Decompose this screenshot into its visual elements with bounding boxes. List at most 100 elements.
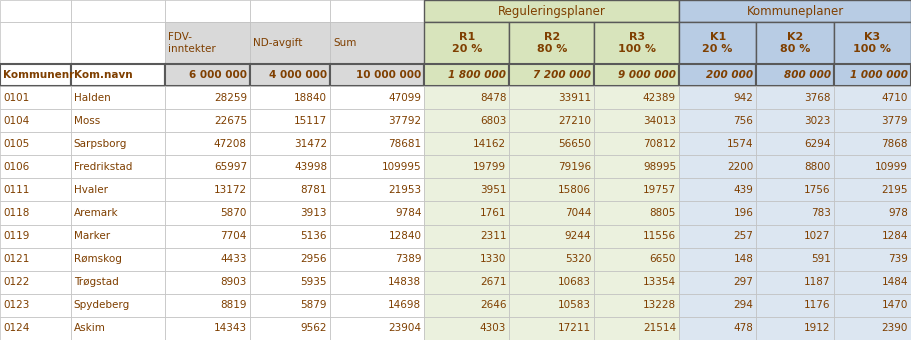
- Bar: [509, 317, 594, 340]
- Text: R3
100 %: R3 100 %: [618, 32, 656, 54]
- Text: 10 000 000: 10 000 000: [356, 70, 422, 80]
- Bar: [71, 271, 165, 294]
- Text: 0122: 0122: [3, 277, 29, 287]
- Text: 6 000 000: 6 000 000: [189, 70, 247, 80]
- Bar: [834, 248, 911, 271]
- Text: Kom.navn: Kom.navn: [74, 70, 132, 80]
- Bar: [509, 155, 594, 178]
- Bar: [330, 132, 425, 155]
- Text: 7 200 000: 7 200 000: [533, 70, 591, 80]
- Bar: [71, 109, 165, 132]
- Text: 1574: 1574: [727, 139, 753, 149]
- Text: 13228: 13228: [643, 300, 676, 310]
- Bar: [71, 202, 165, 224]
- Text: 56650: 56650: [558, 139, 591, 149]
- Bar: [330, 271, 425, 294]
- Bar: [834, 224, 911, 248]
- Bar: [71, 248, 165, 271]
- Text: 756: 756: [733, 116, 753, 126]
- Bar: [679, 317, 756, 340]
- Text: 14162: 14162: [473, 139, 507, 149]
- Bar: [71, 317, 165, 340]
- Bar: [834, 317, 911, 340]
- Bar: [834, 64, 911, 86]
- Text: 8819: 8819: [220, 300, 247, 310]
- Text: 1756: 1756: [804, 185, 831, 195]
- Bar: [509, 86, 594, 109]
- Text: K1
20 %: K1 20 %: [702, 32, 732, 54]
- Text: 43998: 43998: [294, 162, 327, 172]
- Bar: [250, 22, 330, 64]
- Bar: [330, 0, 425, 22]
- Bar: [165, 317, 250, 340]
- Text: 14698: 14698: [388, 300, 422, 310]
- Text: 294: 294: [733, 300, 753, 310]
- Bar: [594, 155, 679, 178]
- Bar: [330, 202, 425, 224]
- Text: 2671: 2671: [480, 277, 507, 287]
- Bar: [165, 294, 250, 317]
- Bar: [71, 86, 165, 109]
- Text: 12840: 12840: [388, 231, 422, 241]
- Text: 4303: 4303: [480, 323, 507, 334]
- Bar: [509, 202, 594, 224]
- Bar: [679, 109, 756, 132]
- Bar: [250, 271, 330, 294]
- Bar: [509, 224, 594, 248]
- Text: Trøgstad: Trøgstad: [74, 277, 118, 287]
- Text: 1484: 1484: [882, 277, 908, 287]
- Text: 800 000: 800 000: [783, 70, 831, 80]
- Text: 31472: 31472: [294, 139, 327, 149]
- Text: 5870: 5870: [220, 208, 247, 218]
- Bar: [756, 86, 834, 109]
- Bar: [834, 109, 911, 132]
- Bar: [509, 271, 594, 294]
- Text: Halden: Halden: [74, 92, 110, 103]
- Bar: [756, 155, 834, 178]
- Bar: [250, 317, 330, 340]
- Text: 257: 257: [733, 231, 753, 241]
- Bar: [0, 317, 71, 340]
- Text: 591: 591: [811, 254, 831, 264]
- Text: 21953: 21953: [388, 185, 422, 195]
- Text: 9244: 9244: [565, 231, 591, 241]
- Text: Hvaler: Hvaler: [74, 185, 107, 195]
- Text: 3768: 3768: [804, 92, 831, 103]
- Bar: [330, 109, 425, 132]
- Bar: [834, 86, 911, 109]
- Text: 4433: 4433: [220, 254, 247, 264]
- Bar: [250, 86, 330, 109]
- Bar: [756, 294, 834, 317]
- Text: 2195: 2195: [882, 185, 908, 195]
- Bar: [250, 0, 330, 22]
- Bar: [165, 224, 250, 248]
- Text: 1284: 1284: [882, 231, 908, 241]
- Text: 5879: 5879: [301, 300, 327, 310]
- Bar: [425, 109, 509, 132]
- Bar: [594, 224, 679, 248]
- Bar: [425, 271, 509, 294]
- Text: 22675: 22675: [214, 116, 247, 126]
- Text: 78681: 78681: [388, 139, 422, 149]
- Text: 2390: 2390: [882, 323, 908, 334]
- Bar: [594, 64, 679, 86]
- Text: 1187: 1187: [804, 277, 831, 287]
- Text: 8800: 8800: [804, 162, 831, 172]
- Bar: [0, 155, 71, 178]
- Bar: [425, 0, 679, 22]
- Text: 3023: 3023: [804, 116, 831, 126]
- Text: 47099: 47099: [388, 92, 422, 103]
- Text: 13354: 13354: [643, 277, 676, 287]
- Text: 28259: 28259: [214, 92, 247, 103]
- Text: Aremark: Aremark: [74, 208, 118, 218]
- Text: 8805: 8805: [650, 208, 676, 218]
- Text: R1
20 %: R1 20 %: [452, 32, 482, 54]
- Text: Rømskog: Rømskog: [74, 254, 121, 264]
- Text: 23904: 23904: [388, 323, 422, 334]
- Bar: [594, 294, 679, 317]
- Text: 6650: 6650: [650, 254, 676, 264]
- Bar: [425, 224, 509, 248]
- Bar: [165, 248, 250, 271]
- Bar: [834, 155, 911, 178]
- Bar: [0, 271, 71, 294]
